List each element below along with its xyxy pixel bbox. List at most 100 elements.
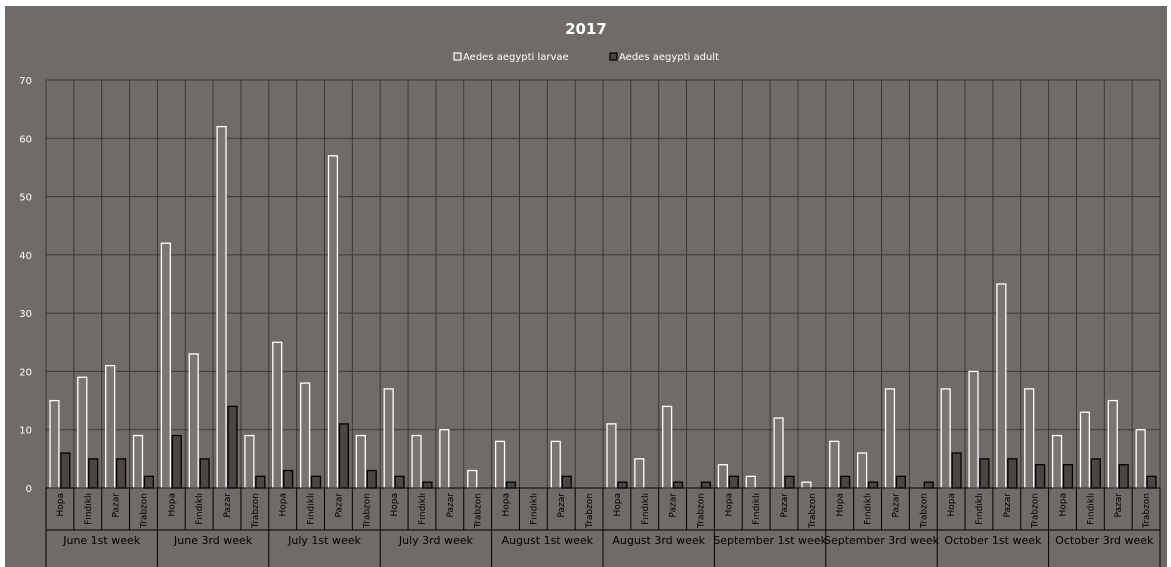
y-tick-label: 0	[26, 484, 32, 495]
y-tick-label: 70	[19, 76, 32, 87]
bar-adult	[700, 481, 712, 489]
bar-adult	[60, 452, 71, 489]
bar-adult	[255, 475, 266, 489]
site-label: Trabzon	[1031, 493, 1041, 529]
gridlines	[45, 79, 1161, 489]
bar-larvae	[160, 242, 171, 489]
bar-larvae	[383, 388, 394, 489]
site-label: Trabzon	[362, 493, 372, 529]
bar-adult	[1118, 464, 1129, 489]
bar-larvae	[49, 399, 60, 489]
y-axis: 0 10 20 30 40 50 60 70	[19, 76, 32, 495]
bar-adult	[338, 423, 349, 489]
bar-adult	[784, 475, 795, 489]
site-label: Fındıklı	[864, 493, 874, 525]
site-label: Pazar	[557, 493, 567, 518]
site-label: Pazar	[112, 493, 122, 518]
site-label: Trabzon	[585, 493, 595, 529]
site-label: Hopa	[613, 493, 623, 517]
group-label: September 1st week	[713, 534, 827, 547]
bar-larvae	[327, 155, 339, 489]
group-label: July 1st week	[287, 534, 361, 547]
bar-larvae	[968, 370, 979, 489]
bar-adult	[1035, 464, 1046, 489]
site-label: Trabzon	[1142, 493, 1152, 529]
site-label: Pazar	[669, 493, 679, 518]
bar-adult	[1062, 464, 1074, 489]
bar-adult	[227, 405, 238, 489]
bar-larvae	[550, 440, 561, 489]
legend-label-larvae: Aedes aegypti larvae	[463, 52, 569, 63]
bar-larvae	[717, 464, 728, 489]
site-label: Trabzon	[696, 493, 706, 529]
bar-larvae	[940, 388, 951, 489]
site-label: Fındıklı	[84, 493, 94, 525]
bar-larvae	[773, 417, 784, 489]
bar-adult	[310, 475, 322, 489]
bar-adult	[728, 475, 739, 489]
bar-adult	[672, 481, 684, 489]
site-label: Pazar	[1003, 493, 1013, 518]
bar-larvae	[1079, 411, 1091, 489]
legend: Aedes aegypti larvae Aedes aegypti adult	[453, 52, 719, 63]
site-label: Trabzon	[251, 493, 261, 529]
y-tick-label: 20	[19, 367, 32, 378]
group-label: August 3rd week	[612, 534, 705, 547]
bar-adult	[88, 458, 99, 489]
bar-adult	[422, 481, 433, 489]
bar-larvae	[996, 283, 1007, 489]
site-label: Fındıklı	[975, 493, 985, 525]
site-label: Fındıklı	[641, 493, 651, 525]
site-label: Pazar	[223, 493, 233, 518]
y-tick-label: 30	[19, 309, 32, 320]
site-label: Trabzon	[474, 493, 484, 529]
bar-larvae	[439, 429, 450, 489]
bar-adult	[979, 458, 990, 489]
bar-larvae	[272, 341, 283, 489]
bar-larvae	[188, 353, 199, 489]
legend-swatch-adult	[609, 52, 618, 61]
bar-adult	[143, 475, 155, 489]
site-label: Fındıklı	[307, 493, 317, 525]
bar-adult	[394, 475, 405, 489]
bar-adult	[867, 481, 879, 489]
site-label: Pazar	[334, 493, 344, 518]
bar-larvae	[1135, 429, 1146, 489]
bar-adult	[895, 475, 906, 489]
bar-adult	[1007, 458, 1018, 489]
site-label: Hopa	[502, 493, 512, 517]
site-label: Hopa	[56, 493, 66, 517]
site-label: Pazar	[891, 493, 901, 518]
bar-larvae	[829, 440, 840, 489]
bar-larvae	[411, 434, 422, 489]
bar-adult	[617, 481, 628, 489]
group-label: September 3rd week	[824, 534, 940, 547]
site-label: Hopa	[390, 493, 400, 517]
site-label: Hopa	[279, 493, 289, 517]
bar-larvae	[467, 469, 478, 489]
site-label: Fındıklı	[195, 493, 205, 525]
site-label: Hopa	[167, 493, 177, 517]
site-label: Fındıklı	[752, 493, 762, 525]
bar-adult	[951, 452, 962, 489]
y-tick-label: 40	[19, 251, 32, 262]
bar-adult	[199, 458, 210, 489]
bar-adult	[505, 481, 517, 489]
site-label: Hopa	[724, 493, 734, 517]
legend-swatch-larvae	[453, 52, 462, 61]
bar-larvae	[662, 405, 673, 489]
site-label: Pazar	[780, 493, 790, 518]
y-tick-label: 60	[19, 134, 32, 145]
bar-larvae	[355, 434, 366, 489]
y-tick-label: 50	[19, 193, 32, 204]
site-label: Trabzon	[919, 493, 929, 529]
chart-area: 2017 Aedes aegypti larvae Aedes aegypti …	[5, 6, 1167, 567]
bar-chart: 2017 Aedes aegypti larvae Aedes aegypti …	[19, 20, 1161, 567]
group-label: October 3rd week	[1055, 534, 1154, 547]
bar-adult	[115, 458, 127, 489]
bar-larvae	[606, 423, 617, 489]
bar-larvae	[745, 475, 756, 489]
site-label: Fındıklı	[529, 493, 539, 525]
site-label: Hopa	[947, 493, 957, 517]
site-label: Trabzon	[808, 493, 818, 529]
